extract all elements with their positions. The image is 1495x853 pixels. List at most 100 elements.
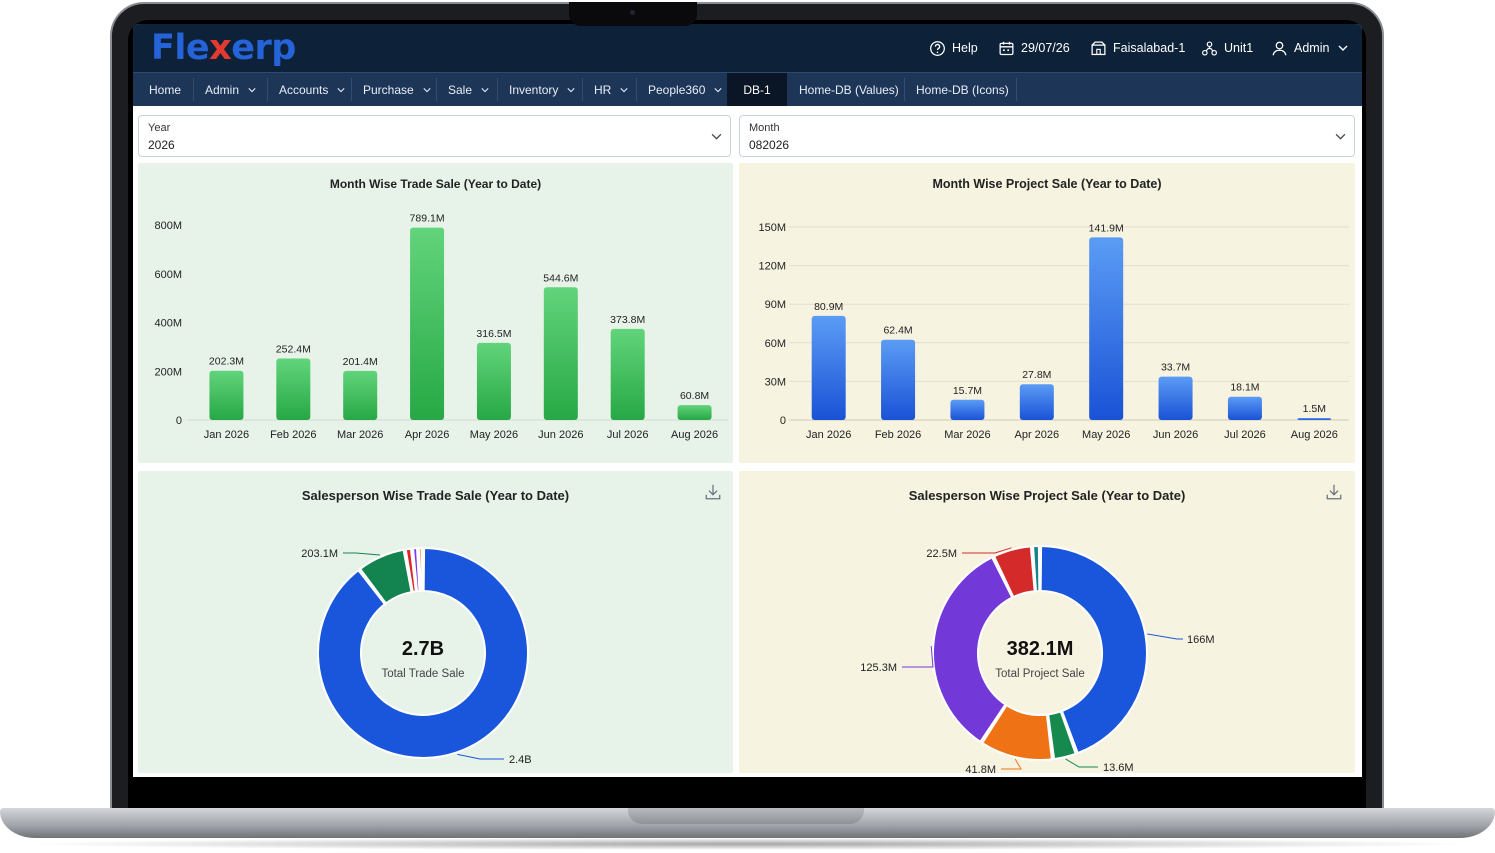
slice-value-label: 203.1M [301, 548, 338, 560]
x-tick-label: Mar 2026 [944, 429, 990, 441]
nav-purchase-label: Purchase [363, 82, 414, 97]
help-icon [930, 40, 945, 56]
x-tick-label: Jul 2026 [1224, 429, 1266, 441]
bar [476, 342, 511, 420]
month-select[interactable]: Month 082026 [739, 115, 1355, 157]
donut-slice [1039, 545, 1148, 755]
date-selector[interactable]: 29/07/26 [998, 38, 1070, 58]
year-select[interactable]: Year 2026 [138, 115, 731, 157]
main-nav: Home Admin Accounts Purchase Sale Invent… [133, 72, 1362, 106]
slice-leader-line [343, 552, 380, 556]
bar [209, 370, 244, 420]
x-tick-label: Feb 2026 [270, 429, 316, 441]
user-menu[interactable]: Admin [1271, 38, 1348, 58]
donut-center-label: Total Trade Sale [381, 668, 464, 680]
laptop-base-notch [628, 808, 864, 824]
bar-value-label: 252.4M [276, 343, 311, 355]
year-select-value: 2026 [148, 138, 175, 152]
nav-divider [904, 78, 905, 101]
trade-sale-salesperson-panel: Salesperson Wise Trade Sale (Year to Dat… [138, 471, 733, 773]
chevron-down-icon [337, 87, 345, 92]
slice-value-label: 2.4B [509, 754, 532, 766]
bar-value-label: 15.7M [953, 385, 982, 397]
trade-sale-bar-chart: 0 200M 400M 600M 800M 202.3M Jan 2026 252.4M Feb… [154, 213, 728, 441]
nav-inventory-label: Inventory [509, 82, 559, 97]
nav-divider [193, 78, 194, 101]
chevron-down-icon [567, 87, 575, 92]
nav-divider [1016, 78, 1017, 101]
y-tick-label: 0 [780, 415, 786, 427]
y-tick-label: 90M [765, 299, 786, 311]
download-icon[interactable] [1325, 483, 1343, 501]
project-sale-bar-chart: 0 30M 60M 90M 120M 150M 80.9M Jan 2026 62.4M Feb … [758, 222, 1349, 441]
help-link[interactable]: Help [929, 38, 978, 58]
nav-purchase[interactable]: Purchase [363, 73, 431, 106]
donut-slice [1047, 710, 1077, 761]
logo-text-end: erp [231, 28, 296, 68]
nav-home-label: Home [149, 82, 182, 97]
branch-selector[interactable]: Faisalabad-1 [1090, 38, 1185, 58]
bar-value-label: 80.9M [814, 301, 843, 313]
branch-label: Faisalabad-1 [1113, 41, 1186, 55]
project-sale-donut-chart: 166M 13.6M 41.8M 125.3M 22.5M 382.1M Total Pro… [860, 545, 1215, 773]
bar [276, 358, 311, 420]
bar-value-label: 18.1M [1230, 382, 1259, 394]
nav-people360[interactable]: People360 [648, 73, 722, 106]
unit-selector[interactable]: Unit1 [1201, 38, 1253, 58]
nav-hr[interactable]: HR [594, 73, 628, 106]
bar-value-label: 141.9M [1089, 222, 1124, 234]
nav-db1[interactable]: DB-1 [727, 73, 787, 106]
slice-leader-line [1147, 633, 1183, 640]
x-tick-label: May 2026 [470, 429, 518, 441]
hierarchy-icon [1202, 40, 1217, 56]
user-icon [1272, 41, 1287, 55]
download-icon[interactable] [704, 483, 722, 501]
bar [543, 287, 578, 420]
x-tick-label: Aug 2026 [671, 429, 718, 441]
chevron-down-icon [248, 87, 256, 92]
nav-inventory[interactable]: Inventory [509, 73, 575, 106]
x-tick-label: Aug 2026 [1291, 429, 1338, 441]
chevron-down-icon [423, 87, 431, 92]
nav-sale[interactable]: Sale [448, 73, 489, 106]
y-tick-label: 60M [765, 338, 786, 350]
nav-home[interactable]: Home [149, 73, 181, 106]
logo-text-x: x [209, 28, 232, 68]
bar [410, 227, 445, 420]
bar [1158, 376, 1193, 420]
nav-accounts[interactable]: Accounts [279, 73, 345, 106]
donut-center-label: Total Project Sale [995, 668, 1085, 680]
bar-value-label: 202.3M [209, 356, 244, 368]
y-tick-label: 400M [154, 318, 182, 330]
slice-leader-line [1001, 758, 1022, 770]
donut-center-value: 382.1M [1007, 638, 1074, 660]
slice-leader-line [457, 753, 504, 760]
y-tick-label: 600M [154, 269, 182, 281]
bar-value-label: 60.8M [680, 390, 709, 402]
trade-bar-chart-title: Month Wise Trade Sale (Year to Date) [329, 177, 542, 191]
chevron-down-icon [620, 87, 628, 92]
x-tick-label: Apr 2026 [1014, 429, 1059, 441]
bar [610, 328, 645, 420]
calendar-icon [999, 41, 1014, 55]
bar [1227, 396, 1262, 420]
nav-sale-label: Sale [448, 82, 473, 97]
x-tick-label: Feb 2026 [875, 429, 921, 441]
app-logo[interactable]: Flexerp [151, 28, 296, 68]
y-tick-label: 800M [154, 220, 182, 232]
nav-accounts-label: Accounts [279, 82, 329, 97]
nav-home-db-values[interactable]: Home-DB (Values) [799, 73, 899, 106]
nav-divider [267, 78, 268, 101]
nav-admin[interactable]: Admin [205, 73, 256, 106]
x-tick-label: May 2026 [1082, 429, 1130, 441]
nav-divider [436, 78, 437, 101]
help-label: Help [952, 41, 978, 55]
donut-slice [404, 547, 417, 593]
slice-value-label: 22.5M [926, 548, 957, 560]
y-tick-label: 150M [758, 222, 786, 234]
nav-home-db-icons[interactable]: Home-DB (Icons) [916, 73, 1009, 106]
slice-value-label: 13.6M [1103, 762, 1134, 773]
year-select-label: Year [148, 122, 171, 134]
building-icon [1091, 40, 1106, 55]
